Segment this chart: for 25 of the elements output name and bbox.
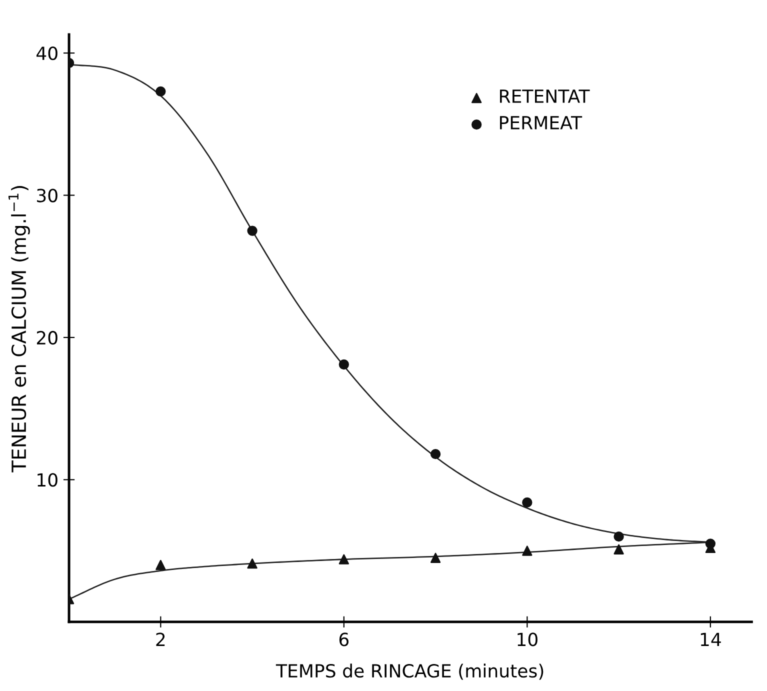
y-tick-label: 10 — [38, 473, 58, 487]
legend-label: PERMEAT — [500, 116, 582, 130]
point — [338, 554, 349, 564]
point — [156, 560, 166, 570]
y-axis-title: TENEUR en CALCIUM (mg.l$^{−1}$) — [8, 186, 30, 472]
y-tick-label: 40 — [36, 46, 58, 60]
y-tick-label: 20 — [36, 330, 58, 345]
point — [338, 359, 349, 370]
y-tick-label: 30 — [37, 188, 58, 202]
point — [430, 449, 441, 460]
legend-label: RETENTAT — [500, 90, 590, 103]
x-tick-label: 10 — [518, 632, 538, 646]
point — [247, 226, 258, 236]
x-tick-label: 2 — [156, 632, 165, 646]
point — [705, 538, 716, 549]
x-tick-label: 14 — [700, 632, 721, 646]
point — [156, 86, 166, 97]
x-axis-title: TEMPS de RINCAGE (minutes) — [276, 664, 544, 680]
point — [522, 546, 532, 556]
point — [522, 497, 532, 508]
point — [614, 544, 624, 554]
point — [430, 552, 441, 563]
point — [614, 531, 624, 542]
point — [247, 558, 258, 569]
x-tick-label: 6 — [339, 632, 349, 646]
